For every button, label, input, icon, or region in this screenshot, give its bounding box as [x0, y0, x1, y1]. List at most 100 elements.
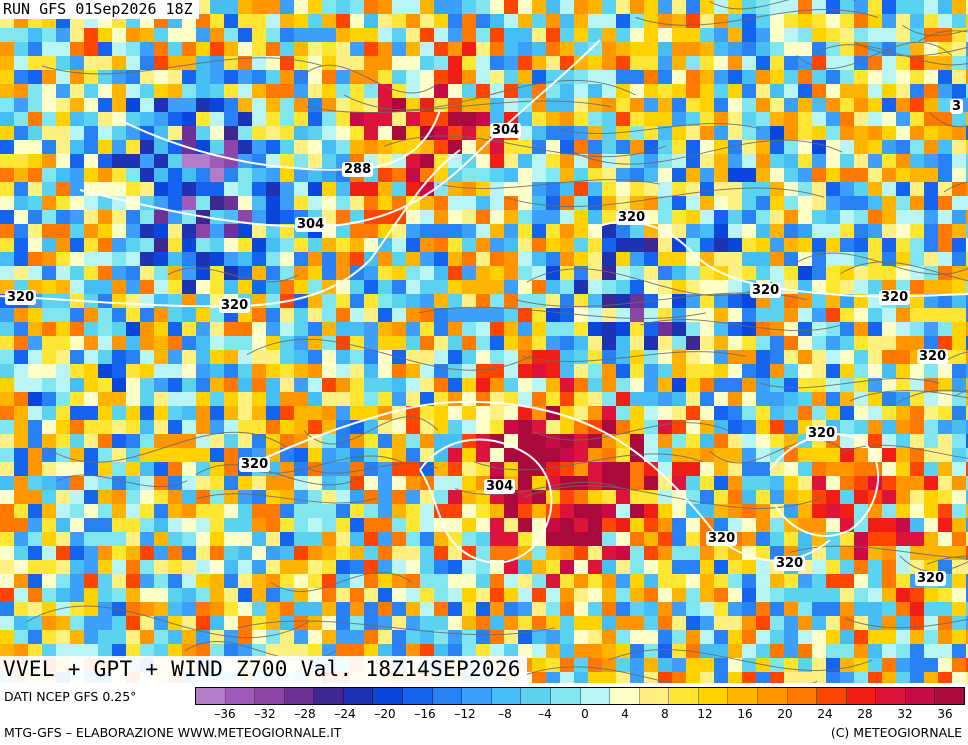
color-scale-tick-label: 28	[857, 707, 873, 721]
streamline	[383, 135, 666, 158]
color-scale-swatch	[550, 688, 581, 704]
color-scale-swatch	[935, 688, 965, 704]
color-scale-tick-label: 0	[581, 707, 589, 721]
streamline	[522, 351, 746, 362]
streamline	[45, 431, 288, 463]
streamline	[918, 30, 968, 42]
contour-label: 304	[295, 217, 327, 232]
color-scale-swatch	[817, 688, 847, 704]
color-scale-swatch	[403, 688, 433, 704]
color-scale-swatch	[314, 688, 344, 704]
color-scale-swatch	[521, 688, 551, 704]
map-overlay	[0, 0, 968, 683]
streamline	[298, 64, 444, 94]
streamline	[26, 605, 310, 639]
color-scale-swatch	[462, 688, 492, 704]
run-label: RUN GFS 01Sep2026 18Z	[0, 0, 199, 19]
streamline	[41, 57, 323, 75]
streamline	[946, 351, 968, 361]
streamline	[943, 181, 968, 193]
contour-304-south	[419, 438, 553, 564]
contour-label: 288	[342, 162, 374, 177]
color-scale-tick-label: –24	[334, 707, 356, 721]
contour-label: 320	[879, 290, 911, 305]
wind-streamlines	[26, 0, 968, 683]
color-scale-tick-label: 4	[621, 707, 629, 721]
streamline	[473, 453, 704, 471]
streamline	[573, 139, 843, 165]
color-scale-swatch	[255, 688, 285, 704]
data-source-label: DATI NCEP GFS 0.25°	[4, 689, 137, 704]
streamline	[899, 555, 968, 573]
streamline	[509, 666, 818, 683]
streamline	[640, 319, 842, 332]
streamline	[926, 555, 968, 565]
contour-label: 320	[616, 210, 648, 225]
color-scale-swatch	[698, 688, 729, 704]
color-scale-tick-label: –36	[214, 707, 236, 721]
streamline	[246, 338, 534, 371]
streamline	[892, 389, 968, 407]
color-scale-tick-label: 16	[737, 707, 753, 721]
color-scale-tick-label: 20	[777, 707, 793, 721]
contour-label: 320	[806, 426, 838, 441]
color-scale-swatch	[610, 688, 640, 704]
streamline	[195, 464, 366, 486]
streamline	[306, 462, 439, 474]
color-scale-tick-label: 8	[661, 707, 669, 721]
contour-label: 320	[915, 571, 947, 586]
color-scale-tick-label: –4	[538, 707, 552, 721]
color-scale-swatch	[876, 688, 906, 704]
color-scale-swatch	[432, 688, 463, 704]
streamline	[709, 439, 846, 464]
streamline	[526, 268, 773, 297]
streamline	[237, 620, 556, 636]
streamline	[709, 0, 857, 10]
contour-label: 3	[950, 99, 964, 114]
streamline	[436, 179, 660, 189]
streamline	[303, 416, 439, 445]
color-scale-tick-label: –8	[498, 707, 512, 721]
streamline	[854, 41, 968, 57]
streamline	[812, 44, 968, 66]
streamline	[844, 617, 968, 629]
color-scale-tick-label: 32	[897, 707, 913, 721]
valid-time-label: VVEL + GPT + WIND Z700 Val. 18Z14SEP2026	[0, 656, 527, 683]
color-scale-tick-label: –16	[414, 707, 436, 721]
color-scale-tick-label: –12	[454, 707, 476, 721]
credit-left: MTG-GFS – ELABORAZIONE WWW.METEOGIORNALE…	[4, 725, 342, 740]
color-scale-swatch	[639, 688, 670, 704]
streamline	[197, 493, 378, 504]
contour-288	[119, 109, 441, 171]
streamline	[608, 649, 873, 671]
credit-right: (C) METEOGIORNALE	[830, 725, 962, 740]
contour-320-se	[769, 433, 880, 537]
color-scale-ticks: –36 –32 –28 –24 –20 –16 –12 –8 –4 0 4 8 12 16 20 24 28 32…	[195, 707, 965, 723]
contour-320-south	[239, 400, 831, 562]
contour-304-north	[79, 39, 601, 228]
color-scale-swatch	[787, 688, 818, 704]
streamline	[902, 24, 968, 37]
color-scale-swatch	[225, 688, 256, 704]
streamline	[840, 444, 968, 459]
color-scale-tick-label: 36	[937, 707, 953, 721]
streamline	[418, 306, 706, 320]
color-scale-swatch	[846, 688, 877, 704]
streamline	[556, 122, 759, 135]
color-scale-tick-label: 12	[697, 707, 713, 721]
contour-label: 304	[484, 479, 516, 494]
streamline	[56, 474, 188, 488]
color-scale-swatch	[196, 688, 226, 704]
streamline	[532, 422, 731, 441]
streamline	[849, 390, 968, 402]
color-scale-tick-label: –32	[254, 707, 276, 721]
streamline	[840, 261, 968, 282]
streamline	[270, 572, 412, 593]
color-scale-swatch	[757, 688, 788, 704]
color-scale-swatch	[343, 688, 374, 704]
streamline	[523, 485, 824, 509]
weather-map: RUN GFS 01Sep2026 18Z 288 304 304 320 320 320…	[0, 0, 968, 683]
color-scale-swatch	[373, 688, 404, 704]
color-scale-swatch	[491, 688, 522, 704]
color-scale-swatch	[580, 688, 611, 704]
